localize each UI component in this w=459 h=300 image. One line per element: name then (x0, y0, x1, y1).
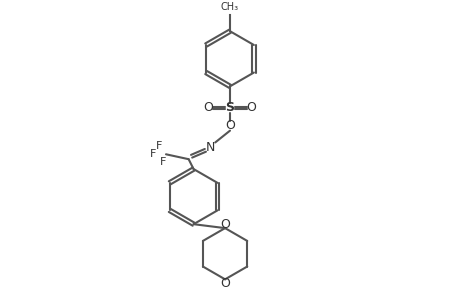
Text: F: F (156, 141, 162, 152)
Text: F: F (150, 149, 156, 159)
Text: O: O (203, 101, 213, 115)
Text: N: N (205, 141, 214, 154)
Text: O: O (220, 218, 230, 231)
Text: O: O (224, 119, 235, 132)
Text: S: S (225, 101, 234, 115)
Text: CH₃: CH₃ (220, 2, 239, 11)
Text: O: O (220, 277, 230, 290)
Text: O: O (246, 101, 256, 115)
Text: F: F (160, 157, 166, 167)
